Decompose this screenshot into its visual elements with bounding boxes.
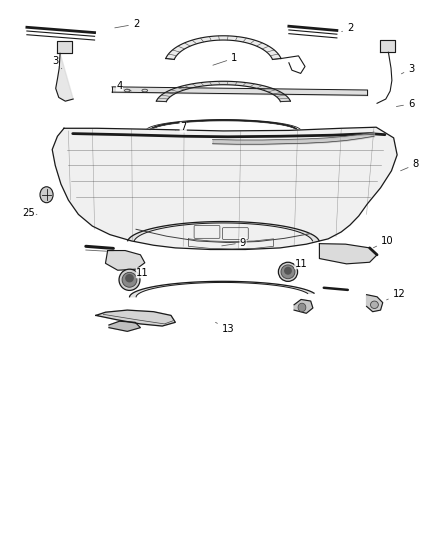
Ellipse shape bbox=[298, 303, 306, 312]
Ellipse shape bbox=[122, 272, 137, 287]
Text: 4: 4 bbox=[117, 81, 131, 91]
Text: 3: 3 bbox=[52, 56, 62, 69]
Text: 13: 13 bbox=[215, 322, 234, 334]
Polygon shape bbox=[380, 39, 395, 52]
Polygon shape bbox=[56, 53, 73, 101]
Text: 8: 8 bbox=[401, 159, 419, 171]
Polygon shape bbox=[128, 222, 319, 241]
Polygon shape bbox=[96, 310, 175, 326]
Text: 7: 7 bbox=[176, 122, 187, 132]
Text: 10: 10 bbox=[374, 236, 393, 248]
Text: 2: 2 bbox=[342, 23, 353, 34]
Ellipse shape bbox=[284, 266, 292, 274]
Polygon shape bbox=[52, 127, 397, 249]
Text: 12: 12 bbox=[387, 289, 405, 300]
Polygon shape bbox=[294, 300, 313, 313]
Text: 2: 2 bbox=[115, 19, 139, 29]
Text: 3: 3 bbox=[401, 64, 414, 74]
Ellipse shape bbox=[371, 301, 378, 309]
Polygon shape bbox=[109, 321, 141, 332]
Polygon shape bbox=[367, 295, 383, 312]
Ellipse shape bbox=[125, 274, 134, 282]
Polygon shape bbox=[156, 82, 290, 102]
Ellipse shape bbox=[279, 262, 297, 281]
Polygon shape bbox=[106, 251, 145, 270]
Circle shape bbox=[40, 187, 53, 203]
Polygon shape bbox=[319, 244, 377, 264]
Text: 6: 6 bbox=[396, 99, 414, 109]
Polygon shape bbox=[166, 36, 281, 59]
Text: 1: 1 bbox=[213, 53, 237, 65]
Ellipse shape bbox=[119, 269, 140, 290]
Text: 9: 9 bbox=[222, 238, 246, 247]
Text: 25: 25 bbox=[23, 208, 37, 219]
Text: 11: 11 bbox=[294, 259, 307, 269]
Ellipse shape bbox=[281, 265, 295, 279]
Polygon shape bbox=[130, 281, 314, 297]
Text: 11: 11 bbox=[132, 268, 149, 279]
Polygon shape bbox=[57, 41, 72, 53]
